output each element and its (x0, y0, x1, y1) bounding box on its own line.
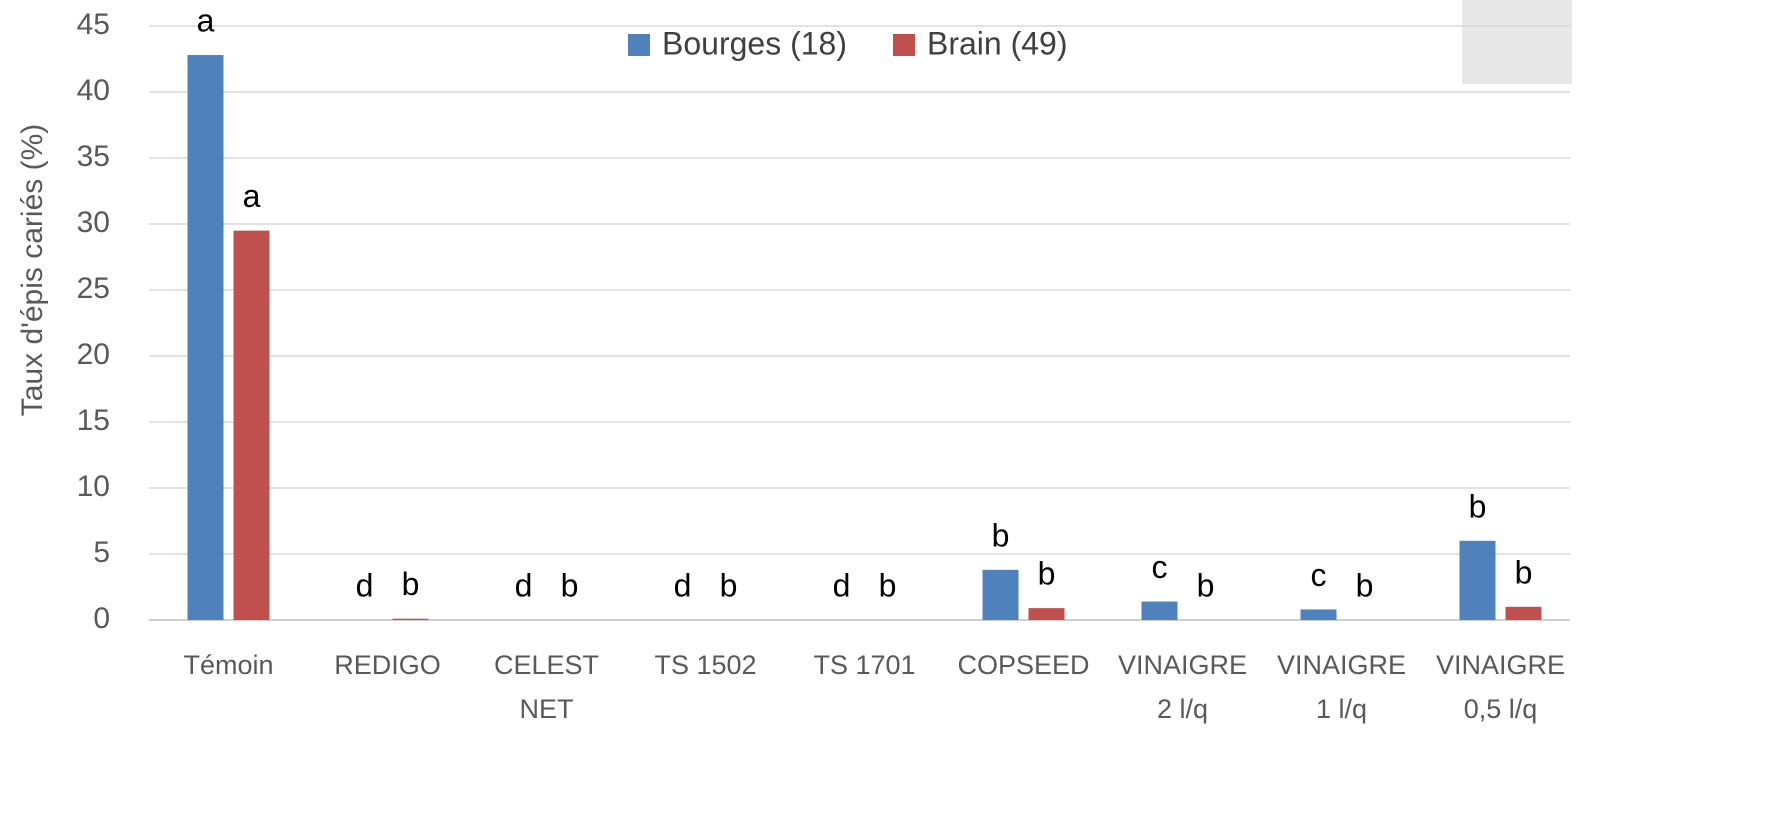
y-tick-label: 10 (77, 470, 110, 503)
x-tick-label: VINAIGRE (1118, 650, 1247, 680)
legend-label: Bourges (18) (662, 25, 847, 61)
significance-letter: d (674, 567, 692, 603)
significance-letter: d (833, 567, 851, 603)
significance-letter: d (356, 567, 374, 603)
significance-letter: b (561, 567, 579, 603)
bar (392, 618, 429, 620)
significance-letter: d (515, 567, 533, 603)
x-tick-label: Témoin (183, 650, 273, 680)
bar (187, 55, 224, 621)
significance-letter: a (243, 178, 261, 214)
significance-letter: b (1356, 567, 1374, 603)
y-tick-label: 35 (77, 140, 110, 173)
x-tick-label: COPSEED (957, 650, 1089, 680)
y-tick-label: 25 (77, 272, 110, 305)
x-tick-label: VINAIGRE (1277, 650, 1406, 680)
significance-letter: b (879, 567, 897, 603)
significance-letter: b (1469, 488, 1487, 524)
significance-letter: b (992, 517, 1010, 553)
x-tick-label: TS 1701 (813, 650, 915, 680)
significance-letter: a (197, 2, 215, 38)
legend-label: Brain (49) (927, 25, 1068, 61)
significance-letter: c (1152, 549, 1168, 585)
y-axis-label: Taux d'épis cariés (%) (16, 124, 49, 417)
significance-letter: b (1038, 556, 1056, 592)
y-tick-label: 20 (77, 338, 110, 371)
x-tick-label: 2 l/q (1157, 694, 1208, 724)
legend-swatch (892, 34, 915, 56)
x-tick-label: CELEST (494, 650, 599, 680)
significance-letter: c (1311, 557, 1327, 593)
y-tick-label: 40 (77, 74, 110, 107)
x-tick-label: REDIGO (334, 650, 441, 680)
significance-letter: b (402, 566, 420, 602)
y-tick-label: 15 (77, 404, 110, 437)
significance-letter: b (720, 567, 738, 603)
bar (233, 230, 270, 620)
bar (1141, 601, 1178, 620)
bar (1028, 608, 1065, 620)
y-tick-label: 45 (77, 8, 110, 41)
x-tick-label: 0,5 l/q (1464, 694, 1538, 724)
x-tick-label: NET (520, 694, 574, 724)
bar (1505, 606, 1542, 620)
bar (1459, 540, 1496, 620)
x-tick-label: VINAIGRE (1436, 650, 1565, 680)
y-tick-label: 5 (93, 536, 110, 569)
y-tick-label: 0 (93, 602, 110, 635)
x-tick-label: TS 1502 (654, 650, 756, 680)
legend-swatch (628, 34, 650, 56)
bar (982, 569, 1019, 620)
photo-inset (1462, 0, 1572, 84)
x-tick-label: 1 l/q (1316, 694, 1367, 724)
significance-letter: b (1515, 554, 1533, 590)
bar (1300, 609, 1337, 620)
y-tick-label: 30 (77, 206, 110, 239)
significance-letter: b (1197, 567, 1215, 603)
